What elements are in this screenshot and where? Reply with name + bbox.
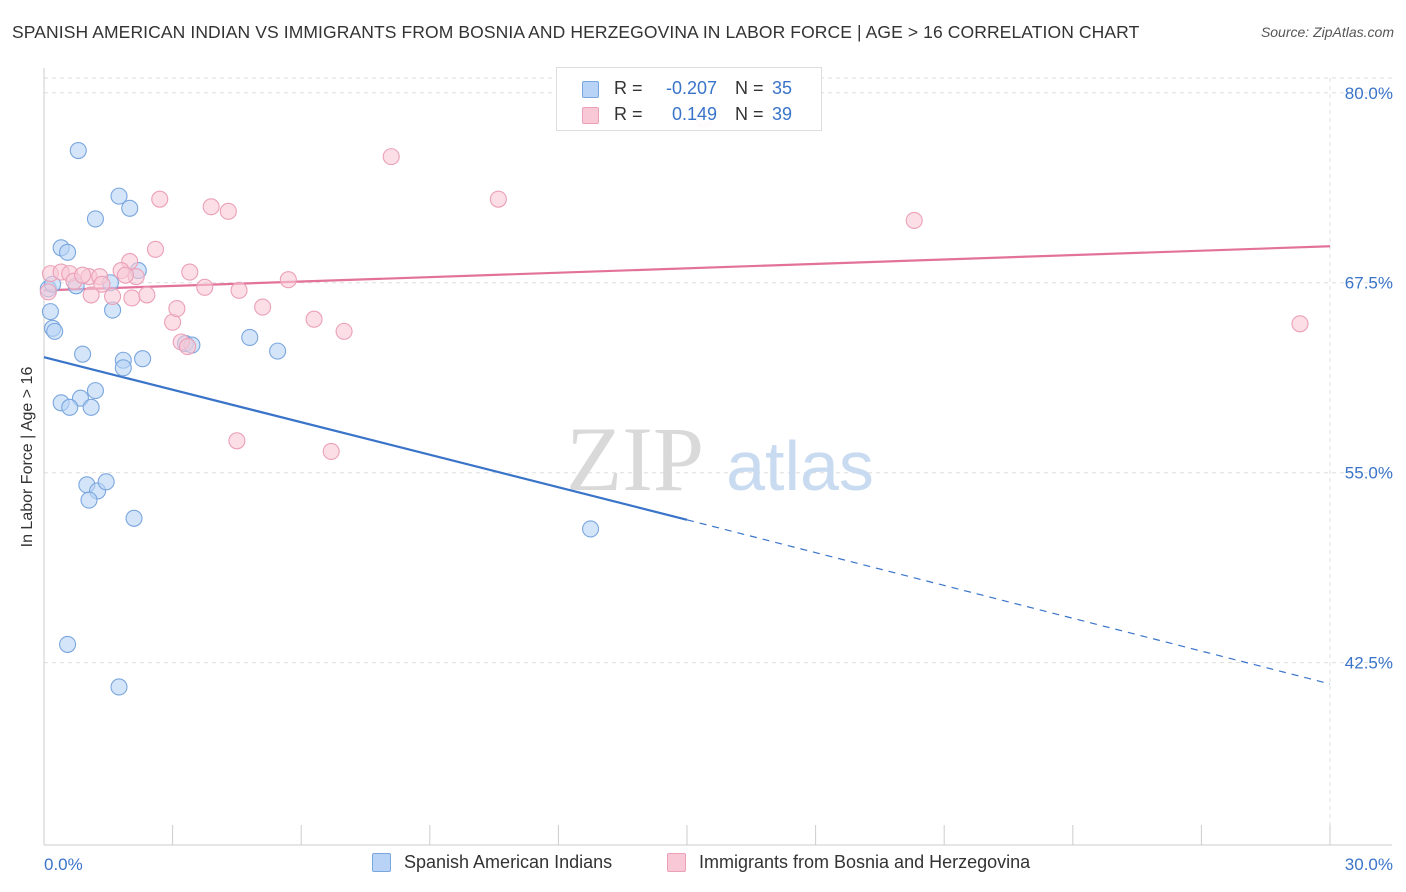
blue-point — [125, 509, 143, 527]
watermark-atlas: atlas — [726, 427, 874, 505]
blue-point — [110, 678, 128, 696]
blue-point — [61, 398, 79, 416]
pink-point — [123, 289, 141, 307]
blue-point — [581, 520, 600, 538]
pink-point — [82, 286, 100, 304]
blue-point — [134, 350, 152, 368]
blue-point — [97, 473, 115, 491]
blue-point — [110, 187, 128, 205]
blue-point — [86, 382, 104, 400]
trend-lines — [43, 245, 1331, 685]
n-value-pink: 39 — [772, 104, 793, 124]
pink-point — [179, 338, 197, 356]
blue-point — [121, 199, 139, 217]
pink-point — [39, 283, 57, 301]
pink-point — [279, 271, 297, 289]
n-value-blue: 35 — [772, 78, 793, 98]
pink-point — [335, 322, 353, 340]
x-tick-label: 30.0% — [1345, 855, 1393, 874]
pink-point — [219, 202, 237, 220]
pink-point — [74, 266, 92, 284]
blue-point — [80, 491, 98, 509]
axes — [43, 68, 1392, 846]
pink-point — [181, 263, 199, 281]
tick-labels: 80.0% 67.5% 55.0% 42.5% 0.0% 30.0% — [44, 84, 1393, 874]
y-tick-label: 55.0% — [1345, 464, 1393, 483]
pink-point — [305, 310, 323, 328]
blue-point — [74, 345, 92, 363]
pink-point — [168, 300, 186, 318]
watermark-zip: ZIP — [566, 408, 704, 510]
data-points — [39, 110, 1309, 696]
pink-point — [489, 190, 507, 208]
blue-point — [59, 635, 77, 653]
blue-point — [241, 328, 259, 347]
pink-point — [1291, 315, 1309, 333]
r-label: R = — [614, 104, 643, 124]
pink-point — [905, 211, 923, 229]
stats-legend: R = -0.207 N = 35 R = 0.149 N = 39 — [556, 67, 822, 131]
pink-point — [322, 442, 340, 460]
y-tick-label: 80.0% — [1345, 84, 1393, 103]
r-value-pink: 0.149 — [671, 104, 717, 124]
trend-line-pink — [43, 245, 1331, 292]
blue-point — [46, 322, 64, 340]
x-tick-label: 0.0% — [44, 855, 83, 874]
blue-point — [69, 141, 87, 160]
y-tick-label: 67.5% — [1345, 274, 1393, 293]
n-label: N = — [735, 78, 764, 98]
blue-point — [86, 210, 104, 228]
pink-point — [202, 198, 220, 216]
grid-lines — [44, 77, 1392, 845]
blue-point — [114, 359, 132, 377]
pink-point — [230, 281, 248, 299]
pink-point — [382, 148, 400, 166]
r-value-blue: -0.207 — [665, 78, 717, 98]
n-label: N = — [735, 104, 764, 124]
blue-legend-swatch — [372, 853, 391, 872]
pink-point — [228, 432, 246, 450]
pink-swatch — [582, 107, 599, 124]
trend-line-blue-extension — [686, 519, 1331, 685]
stats-row-pink: R = 0.149 N = 39 — [557, 102, 821, 128]
pink-point — [151, 190, 169, 208]
source-label: Source: ZipAtlas.com — [1260, 24, 1394, 40]
chart-title: SPANISH AMERICAN INDIAN VS IMMIGRANTS FR… — [12, 22, 1140, 42]
blue-point — [59, 243, 77, 261]
pink-point — [146, 240, 165, 258]
blue-point — [269, 342, 287, 360]
pink-point — [93, 275, 111, 293]
pink-legend-swatch — [667, 853, 686, 872]
stats-row-blue: R = -0.207 N = 35 — [557, 76, 821, 102]
pink-legend-label: Immigrants from Bosnia and Herzegovina — [699, 852, 1031, 872]
y-tick-label: 42.5% — [1345, 654, 1393, 673]
pink-point — [104, 287, 122, 305]
y-axis-label: In Labor Force | Age > 16 — [19, 366, 36, 548]
blue-point — [82, 398, 100, 416]
pink-point — [196, 278, 214, 296]
blue-swatch — [582, 81, 599, 98]
pink-point — [138, 286, 156, 304]
r-label: R = — [614, 78, 643, 98]
blue-point — [41, 303, 59, 321]
pink-point — [254, 298, 272, 316]
pink-point — [116, 266, 134, 284]
blue-legend-label: Spanish American Indians — [404, 852, 613, 872]
trend-line-blue — [43, 356, 688, 521]
